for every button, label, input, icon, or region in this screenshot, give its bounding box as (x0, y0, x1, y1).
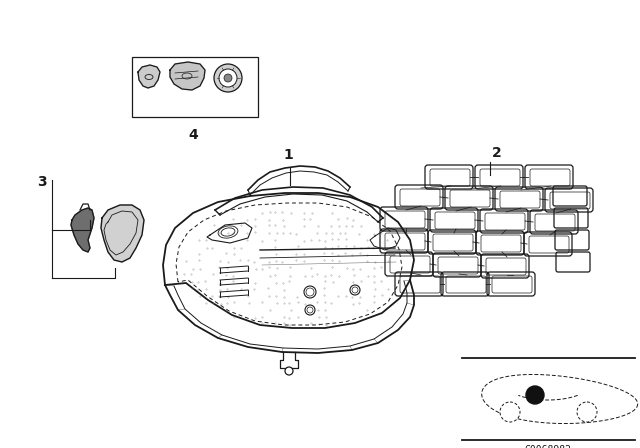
Polygon shape (101, 205, 144, 262)
Text: C0068982: C0068982 (525, 445, 572, 448)
Circle shape (214, 64, 242, 92)
Circle shape (577, 402, 597, 422)
Circle shape (350, 285, 360, 295)
Circle shape (285, 367, 293, 375)
Polygon shape (170, 62, 205, 90)
Circle shape (526, 386, 544, 404)
Circle shape (224, 74, 232, 82)
Text: 4: 4 (188, 128, 198, 142)
Polygon shape (71, 208, 94, 252)
Polygon shape (138, 65, 160, 88)
Circle shape (305, 305, 315, 315)
Text: 1: 1 (283, 148, 293, 162)
Text: 2: 2 (492, 146, 502, 160)
Circle shape (500, 402, 520, 422)
Text: 3: 3 (37, 175, 47, 189)
Circle shape (304, 286, 316, 298)
Bar (132, 57, 258, 117)
Circle shape (219, 69, 237, 87)
